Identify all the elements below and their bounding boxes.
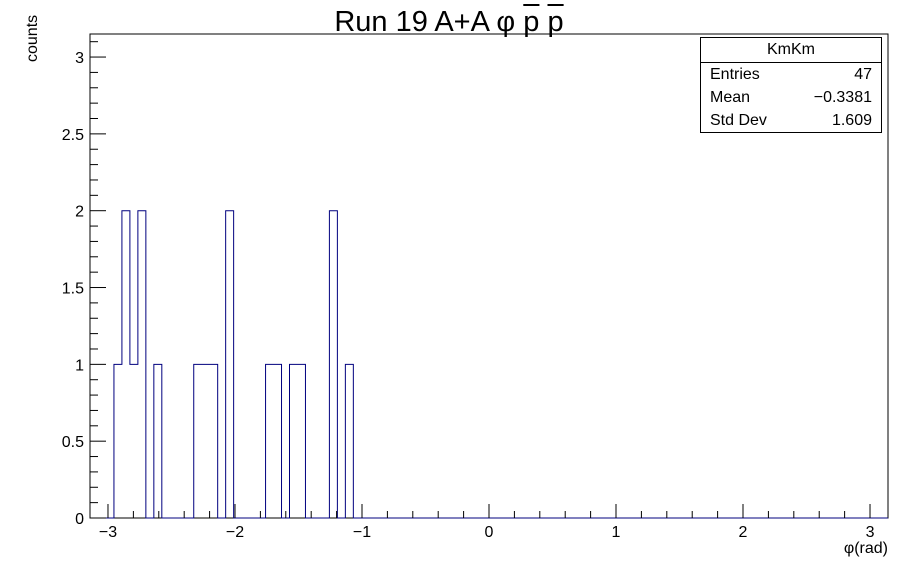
- histogram-bin: [290, 364, 298, 518]
- histogram-bin: [345, 364, 353, 518]
- histogram-bin: [154, 364, 162, 518]
- x-tick-label: 0: [485, 524, 494, 541]
- stats-value: 47: [854, 66, 872, 83]
- y-tick-label: 3: [75, 50, 84, 67]
- chart-title-pbar-1: p: [523, 6, 540, 38]
- stats-box: KmKm Entries 47 Mean −0.3381 Std Dev 1.6…: [700, 37, 882, 133]
- stats-row-entries: Entries 47: [701, 63, 881, 86]
- histogram-bin: [297, 364, 305, 518]
- histogram-bin: [210, 364, 218, 518]
- histogram-bin: [114, 364, 122, 518]
- x-tick-label: 3: [866, 524, 875, 541]
- histogram-bin: [329, 211, 337, 518]
- y-axis-label: counts: [24, 14, 41, 62]
- x-tick-label: 1: [612, 524, 621, 541]
- y-tick-label: 1: [75, 357, 84, 374]
- y-tick-label: 2.5: [62, 127, 84, 144]
- x-axis-label: φ(rad): [843, 540, 888, 557]
- stats-value: −0.3381: [813, 89, 872, 106]
- chart-title-prefix: Run 19 A+A φ: [334, 6, 524, 38]
- stats-label: Mean: [710, 89, 751, 106]
- x-tick-label: 2: [739, 524, 748, 541]
- histogram-bin: [138, 211, 146, 518]
- x-tick-label: −2: [226, 524, 244, 541]
- histogram-bin: [202, 364, 210, 518]
- chart-title-pbar-2: p: [547, 6, 564, 38]
- stats-label: Std Dev: [710, 112, 767, 129]
- histogram-bin: [122, 211, 130, 518]
- stats-box-title: KmKm: [701, 38, 881, 63]
- histogram-bin: [226, 211, 234, 518]
- y-tick-label: 0.5: [62, 434, 84, 451]
- y-tick-label: 0: [75, 511, 84, 528]
- stats-value: 1.609: [831, 112, 872, 129]
- stats-label: Entries: [710, 66, 760, 83]
- chart-title: Run 19 A+A φ p p: [0, 6, 898, 39]
- x-tick-label: −1: [353, 524, 371, 541]
- histogram-bin: [130, 364, 138, 518]
- histogram-bin: [274, 364, 282, 518]
- stats-row-mean: Mean −0.3381: [701, 86, 881, 109]
- histogram-outline: [90, 210, 888, 519]
- y-tick-label: 1.5: [62, 281, 84, 298]
- y-tick-label: 2: [75, 204, 84, 221]
- histogram-bin: [194, 364, 202, 518]
- x-tick-label: −3: [99, 524, 117, 541]
- histogram-bin: [266, 364, 274, 518]
- stats-row-stddev: Std Dev 1.609: [701, 109, 881, 132]
